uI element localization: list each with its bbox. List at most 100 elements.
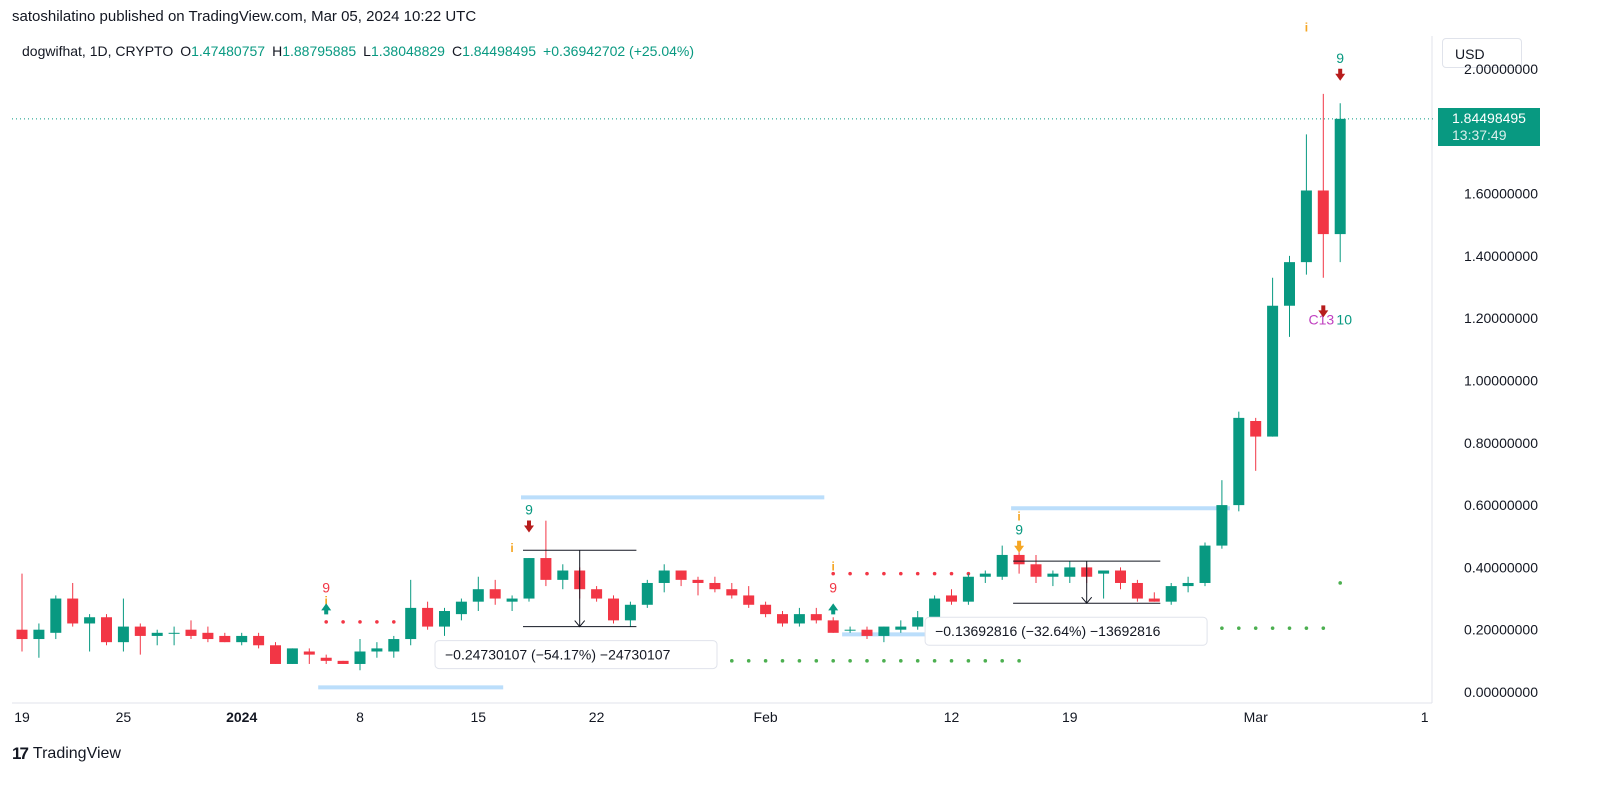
- publisher-line: satoshilatino published on TradingView.c…: [12, 8, 477, 25]
- y-tick-label: 0.40000000: [1464, 559, 1538, 575]
- measure-tool: −0.13692816 (−32.64%) −13692816: [924, 560, 1208, 646]
- y-tick-label: 1.20000000: [1464, 310, 1538, 326]
- x-tick-label: 19: [1062, 709, 1078, 725]
- candle: [1030, 554, 1042, 583]
- candle-body: [455, 601, 467, 615]
- bar-countdown: 13:37:49: [1452, 127, 1507, 143]
- tradingview-logo[interactable]: 17 TradingView: [12, 744, 121, 764]
- candle: [1250, 417, 1262, 471]
- candle-body: [1267, 305, 1279, 437]
- info-icon: i: [510, 541, 513, 555]
- candle: [1199, 542, 1211, 587]
- candle: [388, 635, 400, 658]
- candle: [168, 626, 180, 646]
- candle-body: [67, 598, 79, 624]
- candle-body: [1165, 586, 1177, 602]
- candle: [1267, 277, 1279, 437]
- candle: [455, 598, 467, 621]
- candle-body: [1148, 598, 1160, 602]
- candle: [591, 586, 603, 602]
- y-tick-label: 1.60000000: [1464, 186, 1538, 202]
- candle-body: [810, 614, 822, 621]
- candle: [979, 570, 991, 583]
- stop-dot: [780, 659, 785, 663]
- measure-label-box: [434, 640, 718, 670]
- candle-body: [793, 614, 805, 624]
- candle: [117, 598, 129, 652]
- td-count-label: 9: [829, 579, 837, 595]
- stop-dot: [882, 659, 886, 663]
- candle-body: [692, 579, 704, 583]
- candle: [67, 582, 79, 627]
- candle-body: [439, 611, 450, 627]
- candle: [743, 586, 755, 608]
- candle-body: [16, 629, 28, 640]
- measure-label-box: [924, 616, 1208, 646]
- candle-body: [1300, 190, 1312, 263]
- td-count-label: 10: [1336, 311, 1352, 327]
- candle-body: [743, 595, 755, 605]
- candle-body: [489, 589, 501, 599]
- ohlc-legend: dogwifhat, 1D, CRYPTO O1.47480757 H1.88795…: [22, 43, 694, 59]
- candle-body: [895, 626, 907, 630]
- candle-body: [1250, 420, 1262, 437]
- candle-body: [337, 660, 349, 664]
- candle: [422, 601, 434, 630]
- info-icon: i: [325, 594, 328, 608]
- td-count-label: C13: [1308, 311, 1334, 327]
- measure-tool: −0.24730107 (−54.17%) −24730107: [434, 549, 718, 670]
- x-tick-label: 8: [356, 709, 364, 725]
- candle: [219, 632, 231, 643]
- candle: [777, 611, 788, 627]
- candle-body: [405, 607, 417, 640]
- stop-dot: [882, 571, 886, 576]
- info-icon: i: [832, 560, 835, 574]
- candle-body: [1115, 570, 1126, 583]
- stop-dot: [1000, 659, 1004, 663]
- td-count-label: 9: [1336, 50, 1344, 66]
- stop-dot: [814, 659, 819, 663]
- candle-body: [253, 635, 265, 646]
- arrow-down-icon: [1014, 540, 1025, 553]
- measure-label: −0.13692816 (−32.64%) −13692816: [935, 623, 1161, 639]
- candle: [827, 617, 839, 633]
- candle-body: [912, 617, 924, 627]
- candle-body: [929, 598, 941, 618]
- brand-name: TradingView: [32, 745, 121, 762]
- candle: [810, 607, 822, 624]
- currency-button[interactable]: USD: [1442, 38, 1522, 68]
- candle: [50, 595, 62, 640]
- stop-dot: [899, 659, 903, 663]
- candle-body: [726, 589, 738, 596]
- candle-body: [388, 639, 400, 652]
- x-tick-label: 25: [116, 709, 132, 725]
- candle-body: [236, 635, 248, 643]
- candle: [895, 620, 907, 633]
- stop-dot: [1237, 626, 1241, 630]
- candle: [929, 595, 941, 621]
- y-tick-label: 1.00000000: [1464, 373, 1538, 389]
- stop-dot: [831, 659, 835, 663]
- high-label: H: [272, 43, 283, 59]
- candle: [354, 639, 366, 671]
- candle-body: [1047, 573, 1059, 577]
- candle-body: [608, 598, 619, 621]
- candle: [1047, 570, 1059, 587]
- stop-dot: [983, 659, 988, 663]
- candle-body: [962, 576, 974, 602]
- stop-dot: [915, 659, 920, 663]
- candle: [726, 582, 738, 599]
- x-tick-label: 12: [944, 709, 960, 725]
- stop-dot: [865, 659, 869, 663]
- candle-body: [422, 607, 434, 627]
- candle-body: [50, 598, 62, 633]
- stop-dot: [1304, 626, 1309, 630]
- candle-body: [303, 651, 315, 655]
- x-tick-label: 22: [589, 709, 605, 725]
- candle: [1098, 570, 1110, 599]
- stop-dot: [865, 571, 869, 576]
- candle: [337, 660, 349, 664]
- x-tick-label: 2024: [226, 709, 257, 725]
- stop-dot: [1220, 626, 1224, 630]
